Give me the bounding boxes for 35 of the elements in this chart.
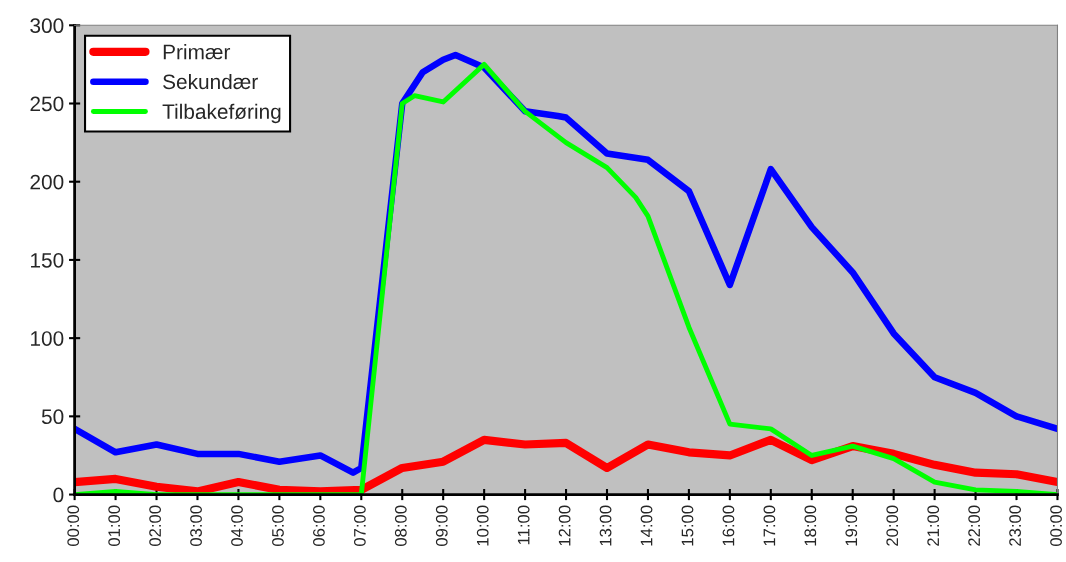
y-tick-label: 0 [53, 487, 64, 503]
y-tick-label: 100 [31, 331, 64, 346]
y-tick-label: 50 [41, 409, 64, 425]
y-tick-label: 200 [30, 174, 64, 190]
x-tick-label: 11:00 [517, 505, 530, 545]
x-tick-label: 20:00 [886, 505, 899, 546]
x-tick-label: 16:00 [722, 505, 735, 546]
y-tick-label: 250 [30, 96, 64, 112]
x-tick-label: 10:00 [476, 505, 489, 546]
x-tick-label: 05:00 [272, 505, 284, 547]
x-tick-label: 13:00 [599, 505, 612, 546]
y-tick-label: 300 [30, 18, 64, 34]
x-tick-label: 01:00 [108, 505, 121, 547]
y-tick-label: 150 [31, 252, 64, 268]
x-tick-label: 00:00 [1050, 505, 1062, 547]
x-tick-label: 04:00 [231, 505, 243, 547]
x-tick-label: 22:00 [968, 505, 981, 546]
x-tick-label: 23:00 [1009, 505, 1021, 546]
legend-label: Tilbakeføring [162, 103, 281, 124]
x-tick-label: 19:00 [845, 505, 858, 546]
x-tick-label: 12:00 [558, 505, 571, 546]
legend-label: Sekundær [163, 73, 258, 90]
x-tick-label: 06:00 [313, 505, 325, 547]
x-tick-label: 03:00 [190, 505, 202, 547]
x-tick-label: 17:00 [763, 505, 776, 546]
x-tick-label: 07:00 [353, 505, 366, 547]
x-tick-label: 21:00 [927, 505, 940, 546]
x-tick-label: 02:00 [149, 505, 161, 547]
x-tick-label: 15:00 [681, 505, 694, 546]
legend-label: Primær [163, 44, 231, 60]
x-tick-label: 14:00 [640, 505, 653, 546]
x-tick-label: 18:00 [804, 505, 817, 546]
x-tick-label: 08:00 [394, 505, 407, 547]
x-tick-label: 09:00 [435, 505, 448, 547]
x-tick-label: 00:00 [67, 505, 80, 547]
